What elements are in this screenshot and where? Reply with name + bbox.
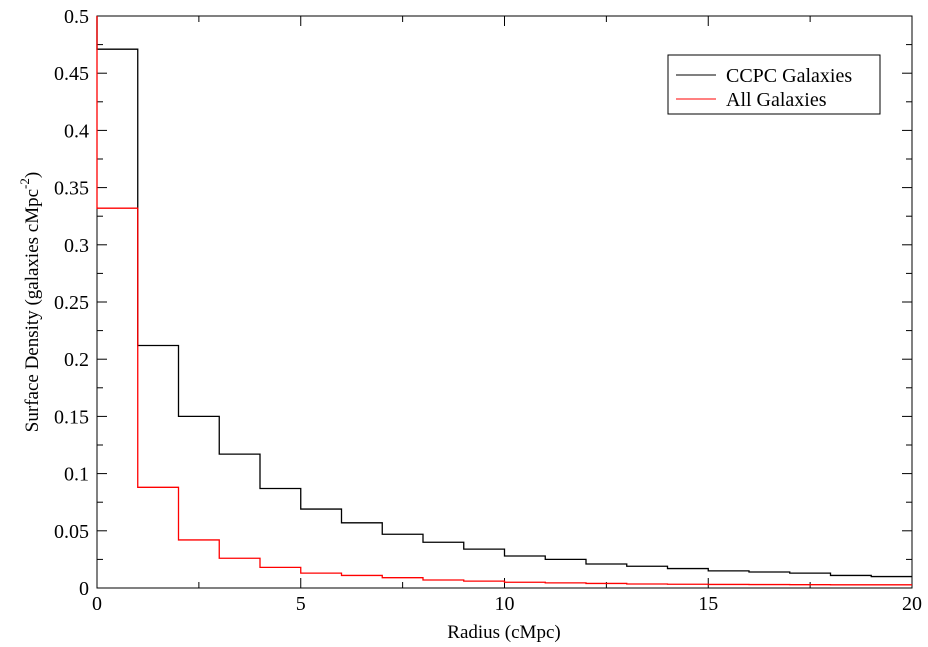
y-tick-label: 0.2 bbox=[64, 349, 89, 371]
x-tick-label: 0 bbox=[92, 593, 102, 615]
x-tick-label: 5 bbox=[296, 593, 306, 615]
y-tick-label: 0.35 bbox=[54, 178, 89, 200]
y-axis-title-main: Surface Density (galaxies cMpc bbox=[22, 189, 43, 432]
legend-label-all: All Galaxies bbox=[726, 89, 827, 111]
y-tick-label: 0.5 bbox=[64, 6, 89, 28]
y-tick-label: 0.45 bbox=[54, 63, 89, 85]
ccpc-galaxies-series-line bbox=[96, 16, 912, 578]
y-axis-title-superscript: -2 bbox=[17, 178, 32, 189]
legend-label-ccpc: CCPC Galaxies bbox=[726, 65, 852, 87]
y-tick-label: 0.3 bbox=[64, 235, 89, 257]
series-layer bbox=[96, 16, 912, 586]
axis-ticks: 0 5 10 15 20 0 0.05 0.1 0.15 0.2 0.25 0.3 0.35 0.4 0.4… bbox=[54, 6, 922, 615]
y-tick-label: 0.05 bbox=[54, 521, 89, 543]
x-axis-title: Radius (cMpc) bbox=[447, 622, 560, 643]
y-tick-label: 0.4 bbox=[64, 120, 89, 142]
y-tick-label: 0.15 bbox=[54, 406, 89, 428]
all-galaxies-series-line bbox=[96, 16, 912, 586]
y-tick-label: 0.25 bbox=[54, 292, 89, 314]
legend: CCPC Galaxies All Galaxies bbox=[667, 54, 881, 115]
x-tick-label: 10 bbox=[495, 593, 515, 615]
y-axis-title-close: ) bbox=[22, 172, 43, 178]
x-tick-label: 15 bbox=[698, 593, 718, 615]
legend-box bbox=[667, 54, 881, 115]
y-tick-label: 0 bbox=[79, 578, 89, 600]
y-axis-title: Surface Density (galaxies cMpc-2) bbox=[17, 172, 43, 432]
x-tick-label: 20 bbox=[902, 593, 922, 615]
y-tick-label: 0.1 bbox=[64, 464, 89, 486]
